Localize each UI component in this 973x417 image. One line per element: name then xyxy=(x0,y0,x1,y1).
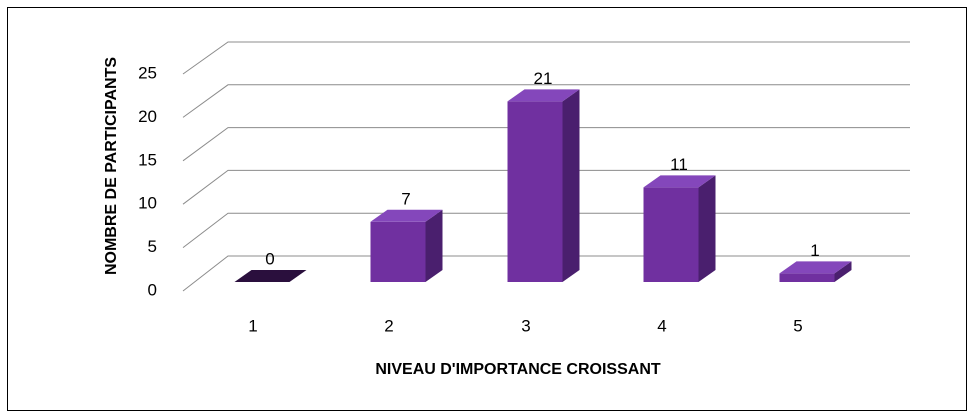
bar-top xyxy=(779,261,852,274)
grid-line xyxy=(182,84,910,118)
bar xyxy=(507,101,563,283)
grid-line xyxy=(182,41,910,75)
y-tick-label: 20 xyxy=(138,107,157,126)
bar xyxy=(370,221,426,282)
y-tick-label: 25 xyxy=(138,63,157,82)
y-tick-label: 15 xyxy=(138,150,157,169)
x-tick-label: 3 xyxy=(521,316,530,335)
x-tick-label: 5 xyxy=(793,316,802,335)
bar-top xyxy=(234,270,307,282)
value-label: 7 xyxy=(401,189,410,208)
y-axis-title: NOMBRE DE PARTICIPANTS xyxy=(103,57,120,275)
value-label: 21 xyxy=(534,69,553,88)
grid-line xyxy=(182,169,910,205)
bar xyxy=(779,273,835,282)
x-axis-title: NIVEAU D'IMPORTANCE CROISSANT xyxy=(375,361,661,378)
value-label: 11 xyxy=(670,155,688,174)
bar-side xyxy=(562,89,580,283)
value-label: 1 xyxy=(810,241,819,260)
bar-side xyxy=(698,175,716,282)
x-tick-label: 1 xyxy=(248,316,257,335)
chart-frame xyxy=(7,7,967,411)
y-tick-label: 0 xyxy=(148,280,157,299)
value-label: 0 xyxy=(265,249,274,268)
bar-top xyxy=(370,209,443,222)
bar-side xyxy=(425,209,443,282)
y-tick-label: 5 xyxy=(148,237,157,256)
y-tick-label: 10 xyxy=(138,194,157,213)
bar-side xyxy=(834,261,852,282)
bar-top xyxy=(507,89,580,102)
x-tick-label: 2 xyxy=(384,316,393,335)
x-tick-label: 4 xyxy=(657,316,666,335)
bar xyxy=(643,187,699,282)
grid-line xyxy=(182,127,910,162)
bar-top xyxy=(643,175,716,188)
